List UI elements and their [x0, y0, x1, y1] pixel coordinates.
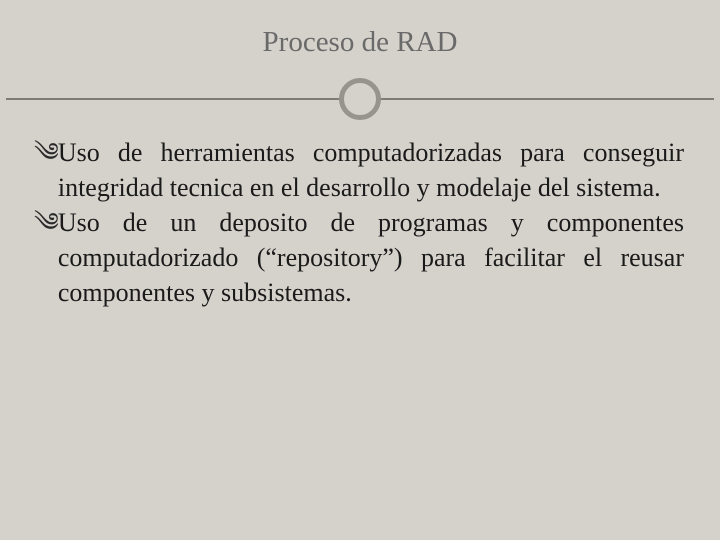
bullet-icon: ༄: [34, 205, 56, 240]
slide-container: Proceso de RAD ༄ Uso de herramientas com…: [6, 6, 714, 534]
divider-ring-icon: [339, 78, 381, 120]
slide-body: ༄ Uso de herramientas computadorizadas p…: [6, 135, 714, 310]
list-item: ༄ Uso de herramientas computadorizadas p…: [34, 135, 684, 205]
title-divider: [6, 77, 714, 121]
bullet-text: Uso de un deposito de programas y compon…: [58, 205, 684, 310]
slide-title: Proceso de RAD: [6, 6, 714, 77]
bullet-text: Uso de herramientas computadorizadas par…: [58, 135, 684, 205]
bullet-icon: ༄: [34, 135, 56, 170]
list-item: ༄ Uso de un deposito de programas y comp…: [34, 205, 684, 310]
